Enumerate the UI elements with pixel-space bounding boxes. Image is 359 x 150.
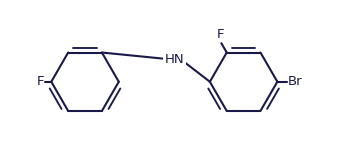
Text: HN: HN	[165, 53, 184, 66]
Text: Br: Br	[288, 75, 302, 88]
Text: F: F	[217, 28, 224, 42]
Text: F: F	[36, 75, 44, 88]
